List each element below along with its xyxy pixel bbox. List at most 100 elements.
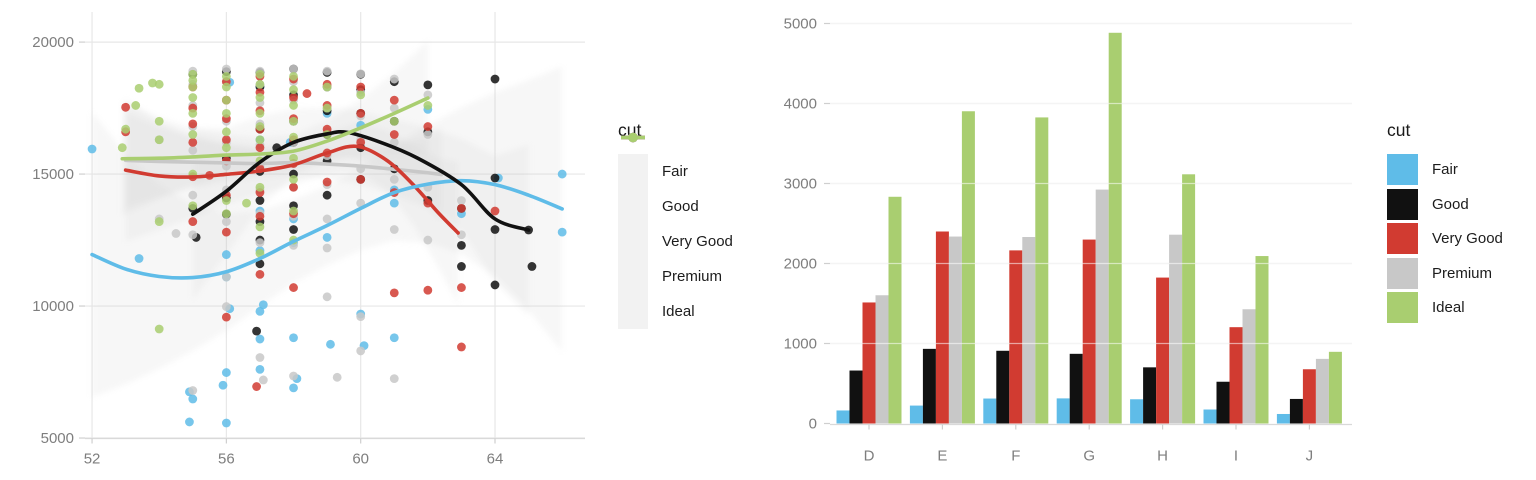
legend-key-line-dot — [618, 132, 648, 329]
bar-y-tick-label: 3000 — [784, 176, 817, 193]
legend-label: Premium — [662, 268, 723, 285]
points-ideal — [117, 69, 433, 334]
ribbon-very-good — [125, 98, 459, 305]
scatter-legend: cut Fair Good Very Good Premium Ideal — [618, 120, 733, 329]
legend-key-swatch — [1387, 154, 1418, 185]
scatter-x-tick-label: 52 — [84, 451, 101, 468]
legend-key-line-dot — [618, 132, 648, 224]
scatter-panel: 52 56 60 64 5000 10000 15000 20000 — [32, 12, 585, 468]
bar-H-premium — [1169, 234, 1183, 424]
scatter-x-tick-label: 56 — [218, 451, 235, 468]
bar-y-tick-label: 4000 — [784, 96, 817, 113]
legend-label: Ideal — [1432, 299, 1465, 316]
bar-I-good — [1216, 381, 1230, 424]
bar-y-tick-label: 1000 — [784, 336, 817, 353]
bar-J-ideal — [1328, 351, 1342, 424]
legend-item-good: Good — [618, 132, 733, 224]
bar-D-premium — [875, 295, 889, 424]
bar-x-category-label: H — [1157, 448, 1168, 465]
legend-item-premium: Premium — [1387, 257, 1503, 289]
legend-item-very-good: Very Good — [618, 132, 733, 259]
legend-label: Fair — [662, 163, 688, 180]
bar-panel: 0 1000 2000 3000 4000 5000 D E F G H I J — [784, 16, 1352, 465]
bars — [836, 32, 1342, 424]
legend-item-very-good: Very Good — [1387, 223, 1503, 254]
bar-G-fair — [1056, 398, 1070, 424]
bar-G-premium — [1095, 189, 1109, 424]
bar-H-good — [1143, 367, 1157, 424]
legend-key-line-dot — [618, 132, 648, 189]
bar-D-fair — [836, 410, 850, 424]
bar-y-tick-label: 0 — [809, 416, 817, 433]
bar-E-very-good — [935, 231, 949, 424]
bar-gridlines-overlay — [830, 22, 1352, 345]
smooth-line-fair — [90, 178, 564, 280]
ribbon-ideal — [122, 41, 428, 216]
legend-item-fair: Fair — [1387, 154, 1503, 185]
smooth-line-premium — [123, 158, 444, 177]
bar-legend-items: Fair Good Very Good Premium Ideal — [1387, 154, 1503, 323]
legend-key-swatch — [1387, 188, 1418, 220]
scatter-y-tick-label: 10000 — [32, 298, 74, 315]
ribbon-good — [192, 107, 529, 316]
legend-key-swatch — [1387, 223, 1418, 254]
bar-D-very-good — [862, 302, 876, 424]
bar-x-category-label: D — [864, 448, 875, 465]
legend-item-ideal: Ideal — [618, 132, 733, 329]
scatter-x-tick-label: 64 — [487, 451, 504, 468]
bar-F-good — [996, 350, 1010, 424]
bar-J-fair — [1276, 413, 1290, 424]
legend-key-swatch — [1387, 292, 1418, 323]
bar-F-very-good — [1009, 250, 1023, 424]
legend-key-line-dot — [618, 132, 648, 294]
bar-J-good — [1289, 398, 1303, 424]
scatter-data-layer — [87, 41, 567, 428]
scatter-y-tick-label: 15000 — [32, 166, 74, 183]
bar-legend: cut Fair Good Very Good Premium Ideal — [1387, 120, 1503, 323]
bar-H-very-good — [1156, 277, 1170, 424]
bar-legend-title: cut — [1387, 120, 1411, 140]
legend-label: Premium — [1432, 264, 1493, 282]
ribbon-fair — [92, 66, 563, 398]
bar-x-category-label: J — [1306, 448, 1314, 465]
scatter-legend-items: Fair Good Very Good Premium Ideal — [618, 132, 733, 329]
legend-item-fair: Fair — [618, 132, 733, 189]
bar-I-very-good — [1229, 327, 1243, 424]
bar-J-very-good — [1302, 369, 1316, 424]
bar-x-category-label: F — [1011, 448, 1020, 465]
bar-G-ideal — [1108, 32, 1122, 424]
bar-E-good — [922, 348, 936, 424]
bar-x-category-label: E — [937, 448, 947, 465]
bar-y-tick-label: 2000 — [784, 256, 817, 273]
legend-key-line-dot — [618, 132, 648, 259]
scatter-y-tick-label: 20000 — [32, 34, 74, 51]
bar-D-good — [849, 370, 863, 424]
smooth-line-ideal — [120, 96, 430, 161]
scatter-y-tick-label: 5000 — [41, 430, 74, 447]
bar-G-very-good — [1082, 239, 1096, 424]
bar-x-category-label: G — [1083, 448, 1095, 465]
legend-label: Fair — [1432, 161, 1458, 178]
bar-y-tick-label: 5000 — [784, 16, 817, 33]
bar-J-premium — [1315, 358, 1329, 424]
bar-H-fair — [1130, 399, 1144, 424]
bar-E-fair — [909, 405, 923, 424]
bar-F-premium — [1022, 237, 1036, 424]
legend-label: Very Good — [1432, 230, 1503, 247]
scatter-x-tick-label: 60 — [352, 451, 369, 468]
bar-F-ideal — [1035, 117, 1049, 424]
bar-x-category-label: I — [1234, 448, 1238, 465]
bar-E-ideal — [961, 111, 975, 424]
legend-label: Good — [1432, 195, 1469, 213]
legend-item-good: Good — [1387, 188, 1503, 220]
bar-F-fair — [983, 398, 997, 424]
legend-item-ideal: Ideal — [1387, 292, 1503, 323]
bar-H-ideal — [1182, 174, 1196, 424]
bar-D-ideal — [888, 196, 902, 424]
bar-I-ideal — [1255, 256, 1269, 424]
bar-I-fair — [1203, 409, 1217, 424]
bar-G-good — [1069, 353, 1083, 424]
bar-I-premium — [1242, 309, 1256, 424]
